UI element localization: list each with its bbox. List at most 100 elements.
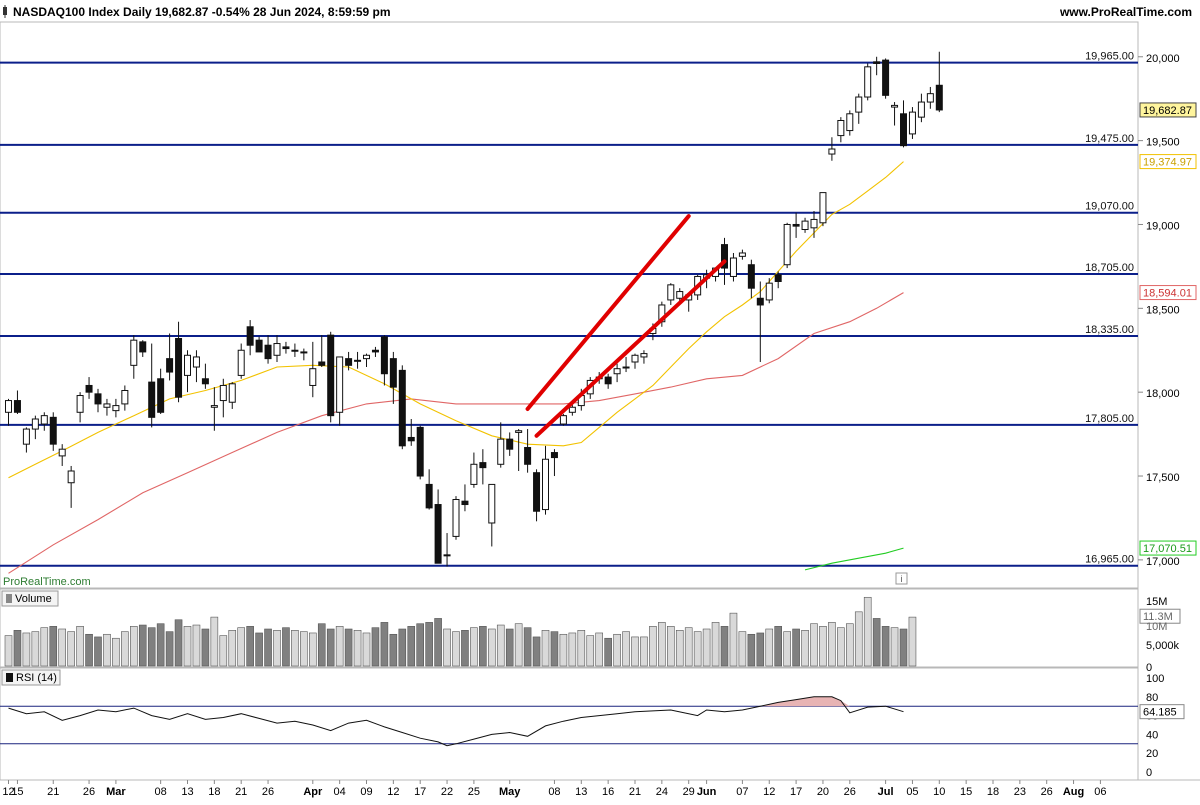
candle[interactable] — [282, 341, 290, 354]
volume-bar[interactable] — [837, 627, 845, 667]
volume-bar[interactable] — [31, 631, 40, 667]
candle[interactable] — [389, 351, 397, 404]
candle[interactable] — [873, 56, 881, 76]
volume-bar[interactable] — [738, 631, 747, 667]
candle[interactable] — [783, 222, 791, 269]
candle[interactable] — [300, 348, 308, 361]
volume-bar[interactable] — [908, 616, 917, 667]
volume-bar[interactable] — [470, 627, 478, 667]
volume-bar[interactable] — [872, 618, 881, 667]
volume-bar[interactable] — [22, 632, 31, 667]
volume-bar[interactable] — [684, 627, 693, 667]
candle[interactable] — [828, 137, 836, 161]
volume-bar[interactable] — [756, 632, 765, 667]
volume-bar[interactable] — [344, 628, 353, 667]
candle[interactable] — [121, 385, 129, 411]
volume-bar[interactable] — [783, 631, 791, 667]
volume-bar[interactable] — [640, 636, 648, 667]
candle[interactable] — [908, 107, 916, 139]
volume-bar[interactable] — [94, 636, 102, 667]
rsi-panel[interactable] — [0, 667, 1139, 781]
candle[interactable] — [157, 368, 165, 414]
candle[interactable] — [837, 117, 845, 143]
candle[interactable] — [255, 336, 263, 353]
candle[interactable] — [810, 211, 818, 238]
rsi-line[interactable] — [8, 696, 904, 747]
candle[interactable] — [461, 484, 469, 512]
volume-bar[interactable] — [308, 632, 317, 667]
candle[interactable] — [667, 283, 675, 305]
volume-bar[interactable] — [255, 632, 263, 667]
candle[interactable] — [452, 496, 460, 540]
candle[interactable] — [76, 392, 84, 423]
volume-bar[interactable] — [156, 623, 165, 667]
volume-bar[interactable] — [165, 631, 174, 667]
volume-bar[interactable] — [147, 627, 156, 667]
candle[interactable] — [792, 212, 800, 238]
candle[interactable] — [765, 278, 773, 304]
volume-bar[interactable] — [228, 630, 237, 667]
rsi-last-tag[interactable]: 64.185 — [1139, 704, 1185, 720]
candle[interactable] — [327, 331, 335, 423]
volume-bar[interactable] — [40, 627, 49, 667]
volume-bar[interactable] — [210, 616, 219, 667]
info-icon[interactable]: i — [895, 572, 908, 585]
candle[interactable] — [22, 427, 30, 453]
volume-bar[interactable] — [658, 622, 666, 667]
candle[interactable] — [192, 350, 200, 383]
trendline[interactable] — [525, 214, 691, 411]
volume-bar[interactable] — [362, 632, 371, 667]
volume-bar[interactable] — [49, 626, 58, 667]
price-tag[interactable]: 19,682.87 — [1139, 102, 1197, 118]
candle[interactable] — [604, 373, 612, 389]
volume-bar[interactable] — [890, 627, 899, 667]
candle[interactable] — [846, 110, 854, 136]
volume-bar[interactable] — [434, 618, 442, 667]
volume-bar[interactable] — [326, 628, 335, 667]
candle[interactable] — [470, 452, 478, 488]
candle[interactable] — [533, 469, 541, 522]
candle[interactable] — [479, 449, 487, 485]
volume-bar[interactable] — [541, 630, 550, 667]
volume-bar[interactable] — [819, 626, 827, 667]
volume-bar[interactable] — [85, 633, 93, 667]
price-tag[interactable]: 18,594.01 — [1139, 285, 1197, 301]
volume-bar[interactable] — [103, 633, 111, 667]
volume-bar[interactable] — [353, 630, 362, 667]
volume-bar[interactable] — [335, 626, 344, 667]
volume-bar[interactable] — [899, 628, 908, 667]
rsi-label-box[interactable]: RSI (14) — [1, 669, 61, 686]
volume-bar[interactable] — [452, 631, 460, 667]
candle[interactable] — [58, 444, 66, 466]
candle[interactable] — [264, 335, 272, 364]
candle[interactable] — [542, 445, 549, 515]
volume-last-tag[interactable]: 11.3M — [1139, 608, 1181, 624]
volume-bar[interactable] — [138, 624, 147, 667]
candle[interactable] — [219, 378, 227, 418]
candle[interactable] — [354, 351, 362, 369]
volume-bar[interactable] — [720, 626, 729, 667]
volume-bar[interactable] — [67, 631, 75, 667]
candle[interactable] — [318, 335, 326, 368]
volume-bar[interactable] — [479, 626, 487, 667]
volume-bar[interactable] — [76, 626, 84, 667]
candle[interactable] — [640, 350, 648, 364]
candle[interactable] — [855, 93, 863, 124]
volume-bar[interactable] — [237, 627, 245, 667]
candle[interactable] — [13, 390, 21, 414]
candle[interactable] — [900, 100, 907, 148]
volume-bar[interactable] — [183, 626, 192, 667]
candle[interactable] — [210, 387, 218, 431]
candle[interactable] — [774, 271, 782, 289]
volume-bar[interactable] — [514, 623, 523, 667]
volume-bar[interactable] — [568, 632, 577, 667]
candle[interactable] — [935, 51, 943, 113]
candle[interactable] — [801, 217, 809, 233]
candle[interactable] — [407, 419, 415, 446]
volume-bar[interactable] — [729, 612, 738, 667]
candle[interactable] — [148, 343, 156, 428]
candle[interactable] — [864, 63, 872, 101]
volume-bar[interactable] — [693, 631, 702, 667]
volume-bar[interactable] — [774, 626, 783, 667]
volume-bar[interactable] — [881, 626, 890, 667]
